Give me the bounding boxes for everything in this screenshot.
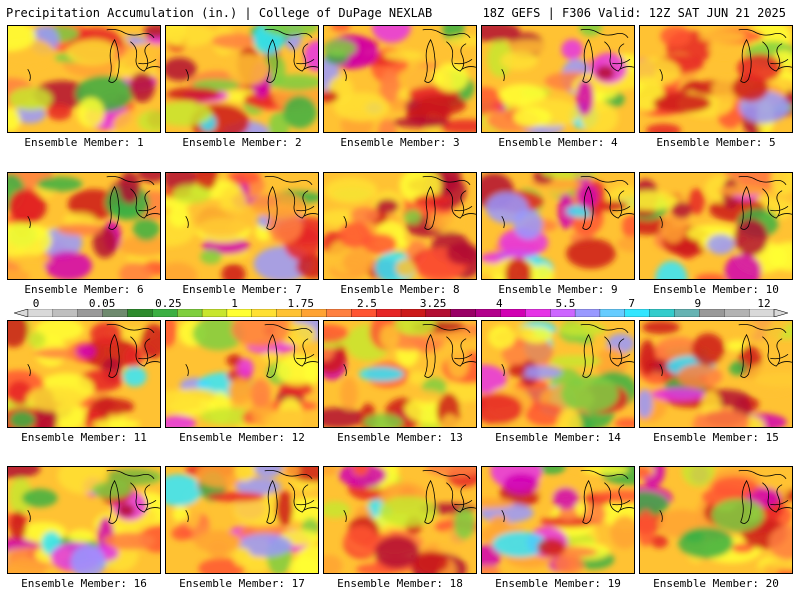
ensemble-member-label: Ensemble Member: 10 xyxy=(653,283,779,296)
color-scale-tick-label: 12 xyxy=(757,297,771,310)
color-scale-tick-label: 7 xyxy=(628,297,635,310)
ensemble-member-map xyxy=(323,320,477,428)
ensemble-member-map xyxy=(7,466,161,574)
ensemble-member-map xyxy=(323,172,477,280)
color-scale-tick-label: 1.75 xyxy=(287,297,314,310)
ensemble-member-label: Ensemble Member: 7 xyxy=(182,283,302,296)
color-scale-tick-label: 3.25 xyxy=(419,297,447,310)
ensemble-member-map xyxy=(639,320,793,428)
ensemble-member-map xyxy=(323,466,477,574)
ensemble-member-label: Ensemble Member: 1 xyxy=(24,136,144,149)
ensemble-member-map xyxy=(481,466,635,574)
color-scale-tick-label: 5.5 xyxy=(555,297,576,310)
ensemble-member-map xyxy=(639,172,793,280)
color-scale-bar xyxy=(14,309,788,317)
ensemble-member-label: Ensemble Member: 4 xyxy=(498,136,618,149)
ensemble-member-label: Ensemble Member: 11 xyxy=(21,431,147,444)
ensemble-member-label: Ensemble Member: 9 xyxy=(498,283,618,296)
ensemble-member-label: Ensemble Member: 12 xyxy=(179,431,305,444)
ensemble-member-label: Ensemble Member: 14 xyxy=(495,431,621,444)
ensemble-member-map xyxy=(323,25,477,133)
ensemble-member-map xyxy=(481,320,635,428)
map-title: Precipitation Accumulation (in.) | Colle… xyxy=(6,6,433,20)
color-scale-tick-label: 1 xyxy=(231,297,238,310)
ensemble-member-label: Ensemble Member: 20 xyxy=(653,577,779,590)
ensemble-member-label: Ensemble Member: 3 xyxy=(340,136,460,149)
ensemble-member-label: Ensemble Member: 15 xyxy=(653,431,779,444)
color-scale-tick-label: 2.5 xyxy=(356,297,377,310)
ensemble-member-label: Ensemble Member: 18 xyxy=(337,577,463,590)
color-scale-tick-label: 9 xyxy=(694,297,702,310)
color-scale-tick-label: 4 xyxy=(495,297,503,310)
ensemble-member-map xyxy=(7,172,161,280)
ensemble-member-map xyxy=(481,25,635,133)
run-valid-time: 18Z GEFS | F306 Valid: 12Z SAT JUN 21 20… xyxy=(482,6,786,20)
ensemble-member-map xyxy=(165,172,319,280)
ensemble-member-map xyxy=(165,320,319,428)
ensemble-member-map xyxy=(639,25,793,133)
ensemble-member-map xyxy=(165,466,319,574)
ensemble-member-label: Ensemble Member: 13 xyxy=(337,431,463,444)
ensemble-member-label: Ensemble Member: 19 xyxy=(495,577,621,590)
ensemble-member-label: Ensemble Member: 6 xyxy=(24,283,144,296)
ensemble-member-map xyxy=(639,466,793,574)
ensemble-member-map xyxy=(7,25,161,133)
ensemble-member-map xyxy=(165,25,319,133)
ensemble-member-map xyxy=(7,320,161,428)
color-scale-tick-label: 0 xyxy=(32,297,40,310)
ensemble-member-label: Ensemble Member: 16 xyxy=(21,577,147,590)
ensemble-member-map xyxy=(481,172,635,280)
ensemble-member-label: Ensemble Member: 2 xyxy=(182,136,302,149)
ensemble-member-label: Ensemble Member: 17 xyxy=(179,577,305,590)
ensemble-member-label: Ensemble Member: 8 xyxy=(340,283,460,296)
color-scale-tick-label: 0.05 xyxy=(88,297,116,310)
color-scale-tick-label: 0.25 xyxy=(155,297,182,310)
ensemble-member-label: Ensemble Member: 5 xyxy=(656,136,776,149)
